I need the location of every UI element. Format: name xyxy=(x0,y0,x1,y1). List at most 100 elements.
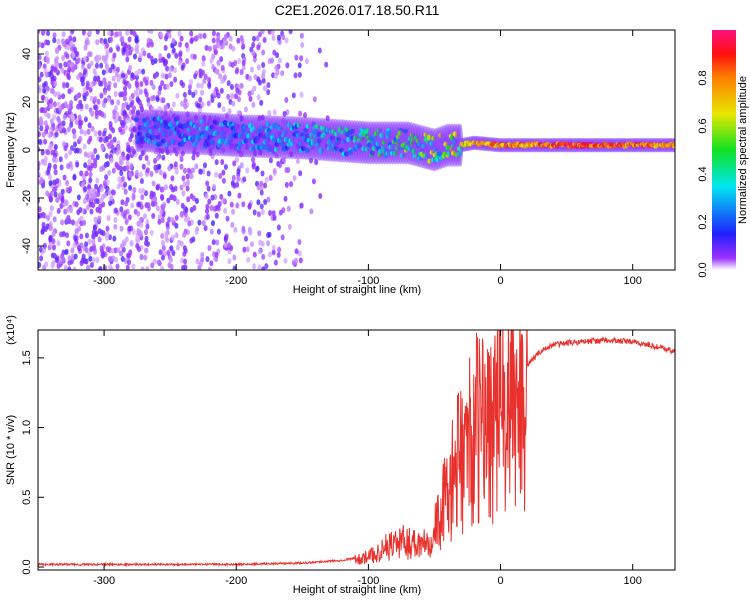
noise-blob xyxy=(105,67,110,74)
noise-blob xyxy=(255,165,260,172)
noise-blob xyxy=(125,165,130,172)
noise-blob xyxy=(124,218,129,225)
noise-blob xyxy=(209,260,214,267)
noise-blob xyxy=(312,96,317,103)
bottom-axes: -300 -200 -100 0 100 0.0 0.5 1.0 1.5 xyxy=(21,330,642,587)
noise-blob xyxy=(127,36,132,43)
top-ylabel: Frequency (Hz) xyxy=(5,112,17,188)
noise-blob xyxy=(41,131,46,138)
noise-blob xyxy=(109,195,114,202)
noise-blob xyxy=(82,95,87,102)
noise-blob xyxy=(90,125,95,132)
noise-blob xyxy=(61,256,66,263)
noise-blob xyxy=(207,81,212,88)
noise-blob xyxy=(127,259,132,266)
noise-blob xyxy=(53,163,58,170)
noise-blob xyxy=(59,202,64,209)
noise-blob xyxy=(157,163,162,170)
noise-blob xyxy=(232,160,237,167)
noise-blob xyxy=(118,91,123,98)
noise-blob xyxy=(266,89,271,96)
noise-blob xyxy=(65,53,70,60)
noise-blob xyxy=(225,215,230,222)
noise-blob xyxy=(107,30,112,36)
noise-blob xyxy=(61,31,66,38)
noise-blob xyxy=(141,68,146,75)
noise-blob xyxy=(257,79,262,86)
noise-blob xyxy=(173,161,178,168)
noise-blob xyxy=(125,56,130,63)
noise-blob xyxy=(52,216,57,223)
noise-blob xyxy=(245,167,250,174)
noise-blob xyxy=(298,110,303,117)
noise-blob xyxy=(107,169,112,176)
noise-blob xyxy=(93,216,98,223)
noise-blob xyxy=(181,190,186,197)
noise-blob xyxy=(160,80,165,87)
noise-blob xyxy=(187,89,192,96)
noise-blob xyxy=(188,79,193,86)
noise-blob xyxy=(126,252,131,259)
noise-blob xyxy=(200,252,205,259)
noise-blob xyxy=(300,42,305,49)
noise-blob xyxy=(104,63,109,70)
noise-blob xyxy=(186,196,191,203)
noise-blob xyxy=(207,245,212,252)
noise-blob xyxy=(112,136,117,143)
noise-blob xyxy=(46,149,51,156)
noise-blob xyxy=(132,53,137,60)
noise-blob xyxy=(175,198,180,205)
noise-blob xyxy=(56,91,61,98)
noise-blob xyxy=(284,97,289,104)
noise-blob xyxy=(38,165,41,172)
noise-blob xyxy=(103,161,108,168)
noise-blob xyxy=(62,82,67,89)
noise-blob xyxy=(121,128,126,135)
noise-blob xyxy=(70,219,75,226)
noise-blob xyxy=(44,261,49,268)
noise-blob xyxy=(186,167,191,174)
noise-blob xyxy=(190,37,195,44)
noise-blob xyxy=(125,264,130,270)
noise-blob xyxy=(221,169,226,176)
noise-blob xyxy=(157,89,162,96)
noise-blob xyxy=(214,68,219,75)
noise-blob xyxy=(110,247,115,254)
noise-blob xyxy=(43,107,48,114)
noise-blob xyxy=(74,220,79,227)
noise-blob xyxy=(75,147,80,154)
noise-blob xyxy=(234,156,239,163)
noise-blob xyxy=(49,118,54,125)
noise-blob xyxy=(114,71,119,78)
noise-blob xyxy=(113,216,118,223)
noise-blob xyxy=(167,72,172,79)
noise-blob xyxy=(181,264,186,270)
noise-blob xyxy=(38,76,42,83)
noise-blob xyxy=(216,92,221,99)
noise-blob xyxy=(47,132,52,139)
noise-blob xyxy=(184,42,189,49)
noise-blob xyxy=(117,176,122,183)
noise-blob xyxy=(103,97,108,104)
noise-blob xyxy=(118,126,123,133)
noise-blob xyxy=(82,56,87,63)
noise-blob xyxy=(198,261,203,268)
noise-blob xyxy=(112,235,117,242)
noise-blob xyxy=(297,250,302,257)
noise-blob xyxy=(85,80,90,87)
noise-blob xyxy=(55,60,60,67)
noise-blob xyxy=(73,235,78,242)
noise-blob xyxy=(64,38,69,45)
noise-blob xyxy=(171,47,176,54)
noise-blob xyxy=(97,130,102,137)
noise-blob xyxy=(177,59,182,66)
noise-blob xyxy=(64,153,69,160)
noise-blob xyxy=(157,105,162,112)
noise-blob xyxy=(70,30,75,34)
noise-blob xyxy=(232,265,237,270)
noise-blob xyxy=(106,85,111,92)
noise-blob xyxy=(113,247,118,254)
noise-blob xyxy=(53,169,58,176)
noise-blob xyxy=(48,173,53,180)
colorbar-label: Normalized spectral amplitude xyxy=(737,76,749,224)
